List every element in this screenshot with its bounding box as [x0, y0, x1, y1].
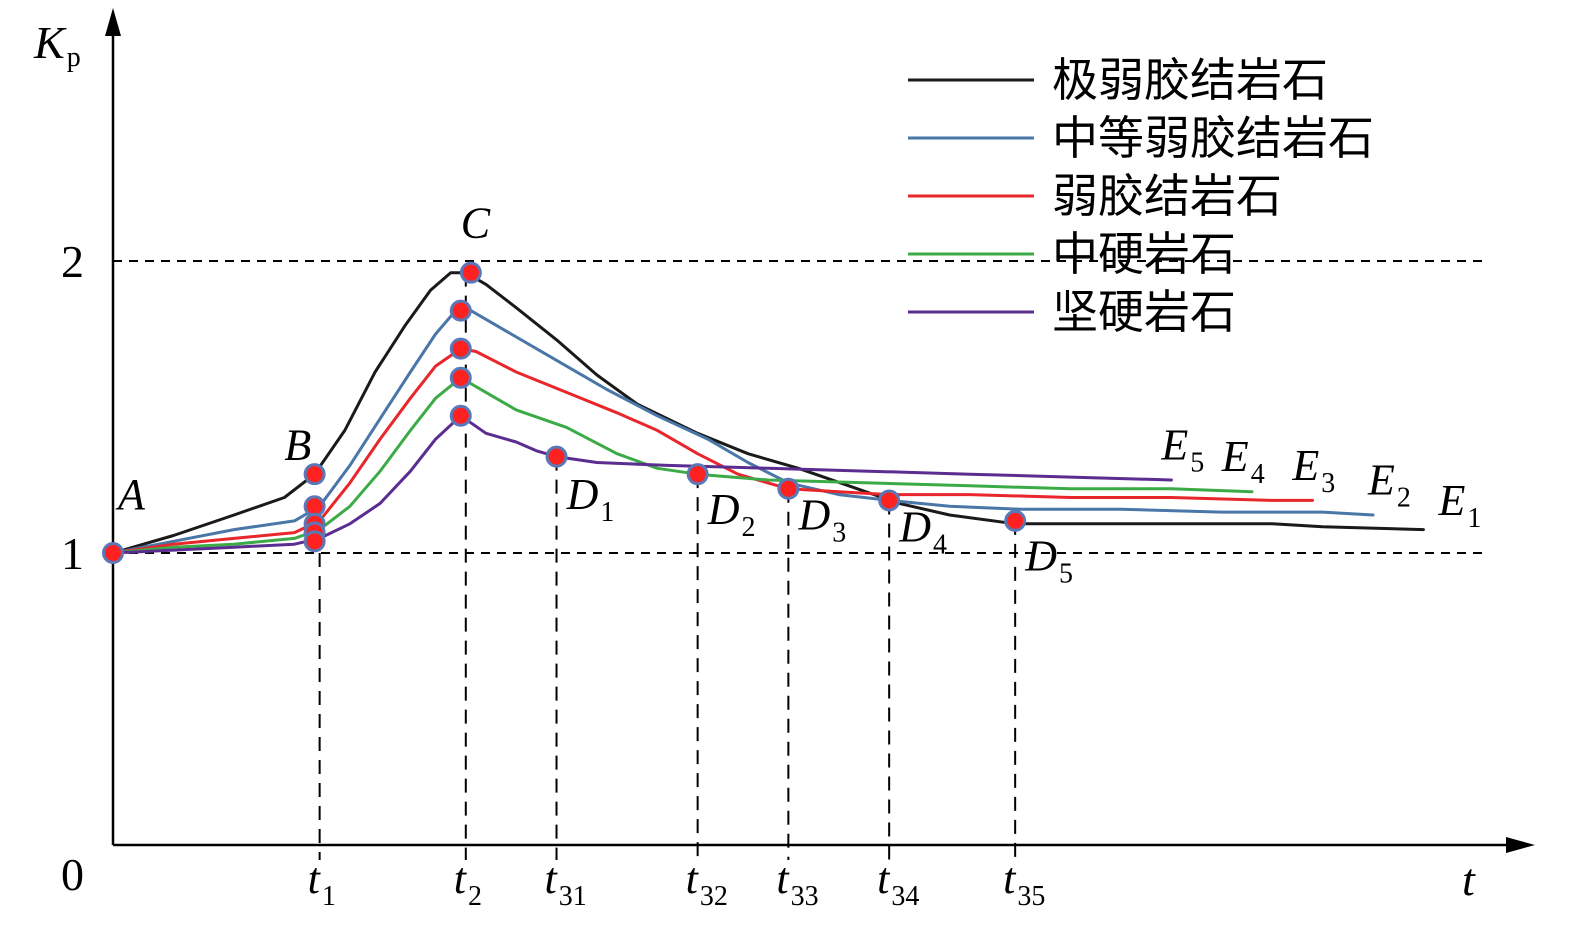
point-label-D4: D4: [898, 502, 947, 560]
x-tick-t33: t33: [776, 854, 818, 912]
y-tick-1: 1: [61, 528, 84, 579]
x-tick-t34: t34: [877, 854, 919, 912]
point-label-D1: D1: [566, 470, 615, 528]
marker-series1-2: [459, 261, 482, 284]
legend-label-1: 极弱胶结岩石: [1052, 53, 1328, 107]
end-label-E4: E4: [1221, 432, 1265, 490]
marker-series3-3: [777, 477, 800, 500]
point-labels: A B C D1 D2 D3 D4 D5: [115, 199, 1073, 590]
data-markers: [102, 261, 1027, 564]
series-line-1: [111, 271, 1425, 555]
legend-label-4: 中硬岩石: [1052, 227, 1236, 281]
series-line-5: [111, 414, 1173, 555]
point-label-D3: D3: [797, 491, 846, 549]
marker-series1-3: [1004, 509, 1027, 532]
point-label-C: C: [461, 199, 491, 248]
y-tick-2: 2: [61, 236, 84, 287]
legend-label-5: 坚硬岩石: [1052, 285, 1236, 339]
y-axis-label: Kp: [33, 17, 81, 73]
legend-label-3: 弱胶结岩石: [1052, 169, 1282, 223]
end-labels: E5 E4 E3 E2 E1: [1160, 421, 1481, 534]
point-label-A: A: [115, 470, 146, 519]
end-label-E3: E3: [1291, 441, 1335, 499]
marker-series4-2: [449, 366, 472, 389]
marker-series1-1: [303, 463, 326, 486]
x-tick-t1: t1: [308, 854, 336, 912]
axes: Kp t: [33, 8, 1535, 905]
point-label-D2: D2: [707, 485, 756, 543]
marker-series5-2: [449, 404, 472, 427]
marker-extra-2: [878, 489, 901, 512]
vertical-drop-lines: [318, 272, 1017, 860]
marker-series3-2: [449, 337, 472, 360]
point-label-B: B: [284, 421, 311, 470]
x-tick-t2: t2: [454, 854, 482, 912]
end-label-E5: E5: [1160, 421, 1204, 479]
point-label-D5: D5: [1024, 532, 1073, 590]
end-label-E1: E1: [1438, 476, 1482, 534]
x-axis-arrow: [1506, 837, 1535, 853]
end-label-E2: E2: [1367, 456, 1411, 514]
x-tick-t35: t35: [1003, 854, 1045, 912]
series-line-2: [111, 309, 1375, 555]
reference-lines: [113, 260, 1482, 554]
marker-series5-1: [303, 530, 326, 553]
marker-series5-3: [545, 445, 568, 468]
y-tick-labels: 0 1 2: [61, 236, 84, 900]
x-tick-t31: t31: [545, 854, 587, 912]
marker-series4-3: [686, 463, 709, 486]
x-axis-label: t: [1462, 854, 1476, 905]
y-axis-arrow: [105, 8, 121, 36]
y-tick-0: 0: [61, 849, 84, 900]
marker-series2-2: [449, 299, 472, 322]
x-tick-t32: t32: [686, 854, 728, 912]
y-axis-label-sub: p: [67, 42, 81, 73]
legend-label-2: 中等弱胶结岩石: [1052, 111, 1374, 165]
x-tick-labels: t1 t2 t31 t32 t33 t34 t35: [308, 854, 1046, 912]
marker-extra-1: [102, 542, 124, 564]
